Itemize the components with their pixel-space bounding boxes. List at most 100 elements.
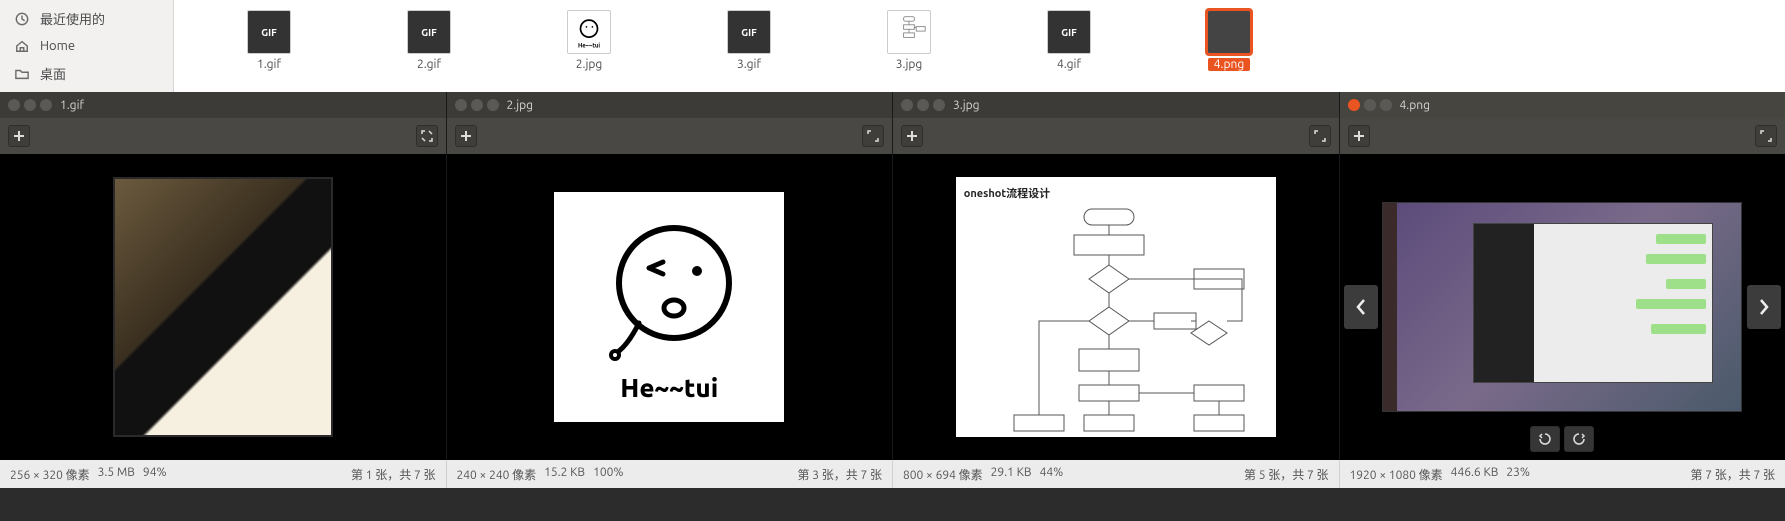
- add-button[interactable]: [901, 125, 923, 147]
- window-title: 2.jpg: [507, 99, 534, 112]
- fullscreen-button[interactable]: [416, 125, 438, 147]
- file-name: 4.gif: [1057, 58, 1081, 71]
- window-controls: [901, 99, 945, 111]
- file-item-selected[interactable]: 4.png: [1194, 10, 1264, 71]
- status-position: 第 3 张，共 7 张: [797, 466, 882, 483]
- file-thumbnail: GIF: [247, 10, 291, 54]
- file-item[interactable]: GIF 1.gif: [234, 10, 304, 71]
- viewer-canvas[interactable]: [1340, 154, 1785, 460]
- add-button[interactable]: [1348, 125, 1370, 147]
- window-title: 3.jpg: [953, 99, 980, 112]
- status-filesize: 15.2 KB: [544, 466, 585, 483]
- rotate-left-button[interactable]: [1530, 426, 1560, 452]
- minimize-button[interactable]: [471, 99, 483, 111]
- sidebar-item-label: Home: [40, 39, 75, 53]
- file-name: 4.png: [1208, 58, 1251, 71]
- image-content: oneshot流程设计: [956, 177, 1276, 437]
- rotate-right-button[interactable]: [1564, 426, 1594, 452]
- viewer-toolbar: [893, 118, 1339, 154]
- image-viewer-window: 2.jpg He~~tui: [447, 92, 894, 460]
- status-dimensions: 1920 × 1080 像素: [1350, 466, 1443, 483]
- status-zoom: 44%: [1040, 466, 1064, 483]
- image-viewer-window-active: 4.png: [1340, 92, 1785, 460]
- file-name: 3.jpg: [896, 58, 923, 71]
- status-bar: 256 × 320 像素 3.5 MB 94% 第 1 张，共 7 张: [0, 460, 447, 488]
- window-title: 1.gif: [60, 99, 84, 112]
- status-row: 256 × 320 像素 3.5 MB 94% 第 1 张，共 7 张 240 …: [0, 460, 1785, 488]
- file-item[interactable]: He~~tui 2.jpg: [554, 10, 624, 71]
- sidebar-item-label: 最近使用的: [40, 9, 105, 28]
- status-filesize: 3.5 MB: [98, 466, 135, 483]
- minimize-button[interactable]: [1364, 99, 1376, 111]
- add-button[interactable]: [455, 125, 477, 147]
- status-dimensions: 256 × 320 像素: [10, 466, 90, 483]
- home-icon: [14, 38, 30, 54]
- status-filesize: 29.1 KB: [991, 466, 1032, 483]
- minimize-button[interactable]: [24, 99, 36, 111]
- file-name: 2.gif: [417, 58, 441, 71]
- viewer-canvas[interactable]: oneshot流程设计: [893, 154, 1339, 460]
- close-button[interactable]: [8, 99, 20, 111]
- close-button[interactable]: [901, 99, 913, 111]
- rotate-tools: [1530, 426, 1594, 452]
- viewer-toolbar: [0, 118, 446, 154]
- status-dimensions: 240 × 240 像素: [457, 466, 537, 483]
- file-thumbnail: [1207, 10, 1251, 54]
- maximize-button[interactable]: [933, 99, 945, 111]
- image-viewer-window: 3.jpg oneshot流程设计: [893, 92, 1340, 460]
- status-dimensions: 800 × 694 像素: [903, 466, 983, 483]
- minimize-button[interactable]: [917, 99, 929, 111]
- window-titlebar[interactable]: 2.jpg: [447, 92, 893, 118]
- window-controls: [8, 99, 52, 111]
- file-thumbnail: He~~tui: [567, 10, 611, 54]
- image-content: He~~tui: [554, 192, 784, 422]
- fullscreen-button[interactable]: [862, 125, 884, 147]
- sidebar-item-label: 桌面: [40, 64, 66, 83]
- image-viewer-window: 1.gif: [0, 92, 447, 460]
- viewer-canvas[interactable]: [0, 154, 446, 460]
- clock-icon: [14, 11, 30, 27]
- add-button[interactable]: [8, 125, 30, 147]
- viewer-row: 1.gif 2.jpg: [0, 92, 1785, 460]
- status-zoom: 94%: [143, 466, 167, 483]
- sidebar-item-desktop[interactable]: 桌面: [0, 59, 173, 88]
- status-bar: 800 × 694 像素 29.1 KB 44% 第 5 张，共 7 张: [893, 460, 1340, 488]
- status-bar: 1920 × 1080 像素 446.6 KB 23% 第 7 张，共 7 张: [1340, 460, 1785, 488]
- status-position: 第 7 张，共 7 张: [1690, 466, 1775, 483]
- file-name: 2.jpg: [576, 58, 603, 71]
- fullscreen-button[interactable]: [1309, 125, 1331, 147]
- window-titlebar[interactable]: 1.gif: [0, 92, 446, 118]
- status-position: 第 5 张，共 7 张: [1244, 466, 1329, 483]
- file-item[interactable]: GIF3.gif: [714, 10, 784, 71]
- file-name: 1.gif: [257, 58, 281, 71]
- sidebar-item-recent[interactable]: 最近使用的: [0, 4, 173, 33]
- close-button[interactable]: [1348, 99, 1360, 111]
- file-thumbnail: [887, 10, 931, 54]
- viewer-canvas[interactable]: He~~tui: [447, 154, 893, 460]
- close-button[interactable]: [455, 99, 467, 111]
- file-thumbnail: GIF: [727, 10, 771, 54]
- maximize-button[interactable]: [1380, 99, 1392, 111]
- window-titlebar[interactable]: 4.png: [1340, 92, 1785, 118]
- maximize-button[interactable]: [40, 99, 52, 111]
- svg-text:He~~tui: He~~tui: [578, 42, 600, 49]
- fullscreen-button[interactable]: [1755, 125, 1777, 147]
- window-controls: [1348, 99, 1392, 111]
- file-manager: 最近使用的 Home 桌面 GIF 1.gif GIF 2.gif He~~tui …: [0, 0, 1785, 92]
- prev-image-button[interactable]: [1344, 285, 1378, 329]
- status-zoom: 100%: [593, 466, 623, 483]
- file-thumbnail: GIF: [407, 10, 451, 54]
- sidebar-item-home[interactable]: Home: [0, 33, 173, 59]
- image-content: [113, 177, 333, 437]
- file-item[interactable]: 3.jpg: [874, 10, 944, 71]
- viewer-toolbar: [447, 118, 893, 154]
- maximize-button[interactable]: [487, 99, 499, 111]
- viewer-toolbar: [1340, 118, 1785, 154]
- fm-file-grid: GIF 1.gif GIF 2.gif He~~tui 2.jpg GIF3.gif…: [174, 0, 1785, 92]
- flow-title: oneshot流程设计: [964, 185, 1268, 201]
- next-image-button[interactable]: [1747, 285, 1781, 329]
- image-content: [1382, 202, 1742, 412]
- file-item[interactable]: GIF4.gif: [1034, 10, 1104, 71]
- window-titlebar[interactable]: 3.jpg: [893, 92, 1339, 118]
- file-item[interactable]: GIF 2.gif: [394, 10, 464, 71]
